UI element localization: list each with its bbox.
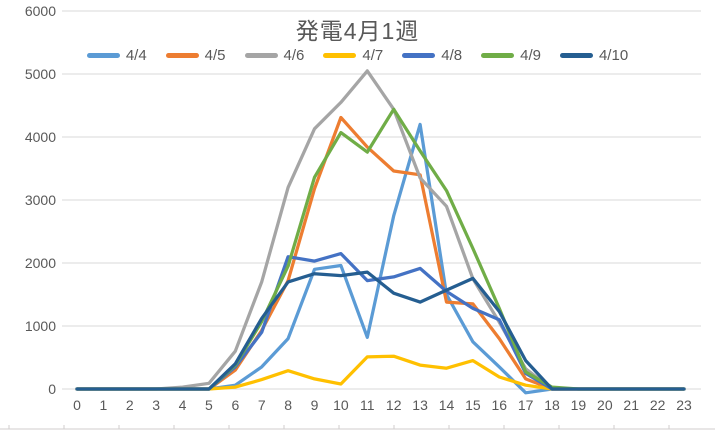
x-tick-label: 14 — [439, 397, 455, 413]
x-tick-label: 6 — [231, 397, 239, 413]
chart-title: 発電4月1週 — [295, 18, 420, 44]
x-tick-label: 22 — [650, 397, 666, 413]
x-tick-label: 11 — [360, 397, 375, 413]
legend-line-marker — [323, 53, 357, 58]
x-tick-label: 23 — [676, 397, 692, 413]
x-tick-label: 10 — [333, 397, 349, 413]
y-tick-label: 3000 — [25, 192, 56, 208]
y-tick-label: 4000 — [25, 129, 56, 145]
series-line-4-6 — [75, 69, 686, 391]
legend-line-marker — [559, 53, 593, 58]
x-tick-label: 12 — [386, 397, 402, 413]
legend-label: 4/4 — [125, 47, 147, 64]
x-tick-label: 1 — [99, 397, 107, 413]
x-tick-label: 13 — [412, 397, 428, 413]
x-tick-label: 5 — [205, 397, 213, 413]
legend-item-4-10[interactable]: 4/10 — [559, 47, 629, 64]
y-tick-label: 5000 — [25, 66, 56, 82]
chart-legend: 4/4 4/5 4/6 4/7 4/8 4/9 4/10 — [40, 47, 675, 64]
x-tick-label: 16 — [491, 397, 507, 413]
y-tick-label: 0 — [48, 381, 56, 397]
series-line-4-9 — [75, 107, 686, 391]
legend-label: 4/10 — [598, 47, 629, 64]
series-line-4-7 — [75, 354, 686, 391]
legend-label: 4/9 — [520, 47, 541, 64]
legend-line-marker — [402, 53, 436, 58]
x-tick-label: 8 — [284, 397, 292, 413]
x-tick-label: 20 — [597, 397, 613, 413]
x-tick-label: 9 — [311, 397, 319, 413]
legend-item-4-8[interactable]: 4/8 — [402, 47, 462, 64]
y-tick-label: 1000 — [25, 318, 56, 334]
legend-item-4-4[interactable]: 4/4 — [86, 47, 147, 64]
x-tick-label: 4 — [179, 397, 187, 413]
x-tick-label: 19 — [571, 397, 587, 413]
x-tick-label: 15 — [465, 397, 481, 413]
legend-line-marker — [244, 53, 278, 58]
legend-label: 4/5 — [204, 47, 226, 64]
x-tick-label: 2 — [126, 397, 134, 413]
x-tick-label: 21 — [623, 397, 639, 413]
series-line-4-4 — [75, 122, 686, 395]
y-tick-label: 2000 — [25, 255, 56, 271]
legend-item-4-7[interactable]: 4/7 — [323, 47, 383, 64]
legend-line-marker — [165, 53, 199, 58]
legend-label: 4/6 — [283, 47, 305, 64]
legend-item-4-9[interactable]: 4/9 — [481, 47, 541, 64]
x-tick-label: 17 — [518, 397, 534, 413]
legend-line-marker — [481, 53, 515, 58]
legend-item-4-5[interactable]: 4/5 — [165, 47, 226, 64]
x-tick-label: 18 — [544, 397, 560, 413]
legend-label: 4/7 — [362, 47, 384, 64]
series-line-4-5 — [75, 115, 686, 391]
y-tick-label: 6000 — [25, 3, 56, 19]
legend-line-marker — [86, 53, 120, 58]
legend-item-4-6[interactable]: 4/6 — [244, 47, 305, 64]
x-tick-label: 0 — [73, 397, 81, 413]
series-line-4-10 — [75, 270, 686, 391]
x-tick-label: 7 — [258, 397, 266, 413]
legend-label: 4/8 — [441, 47, 463, 64]
x-tick-label: 3 — [152, 397, 160, 413]
